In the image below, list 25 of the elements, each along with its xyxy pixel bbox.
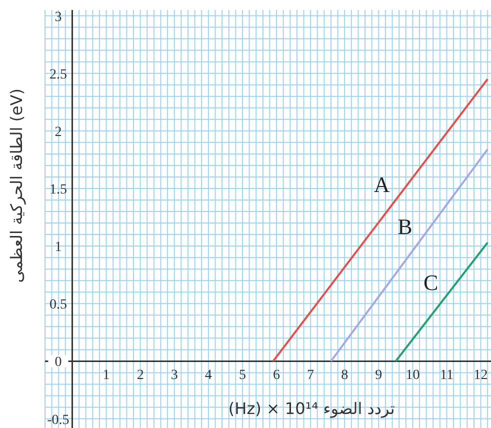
- x-tick-label: 5: [238, 368, 246, 384]
- y-tick-label: 2: [54, 124, 62, 140]
- x-tick-label: 11: [440, 368, 454, 384]
- x-tick-label: 10: [406, 368, 420, 384]
- x-tick-label: 1: [102, 368, 110, 384]
- x-tick-label: 3: [170, 368, 178, 384]
- x-tick-label: 2: [136, 368, 144, 384]
- series-label: B: [398, 214, 412, 240]
- y-tick-label: 1.5: [49, 182, 67, 198]
- x-tick-label: 4: [204, 368, 212, 384]
- y-tick-label: 3: [54, 10, 62, 25]
- y-tick-label: 2.5: [49, 67, 67, 82]
- y-axis-title: الطاقة الحركية العظمى (eV): [7, 88, 26, 283]
- x-tick-label: 12: [474, 368, 488, 384]
- y-tick-label: 1: [54, 240, 62, 256]
- series-label: A: [374, 172, 390, 197]
- x-tick-label: 6: [273, 368, 280, 384]
- x-tick-label: 8: [341, 368, 348, 384]
- series-label: C: [423, 270, 438, 296]
- x-tick-label: 7: [307, 368, 314, 384]
- y-tick-label: 0: [54, 355, 62, 370]
- x-axis-title: (Hz) × 10¹⁴ تردد الضوء: [228, 399, 395, 418]
- y-tick-label: -0.5: [47, 412, 70, 428]
- y-tick-label: 0.5: [49, 298, 67, 313]
- x-tick-label: 9: [375, 368, 382, 384]
